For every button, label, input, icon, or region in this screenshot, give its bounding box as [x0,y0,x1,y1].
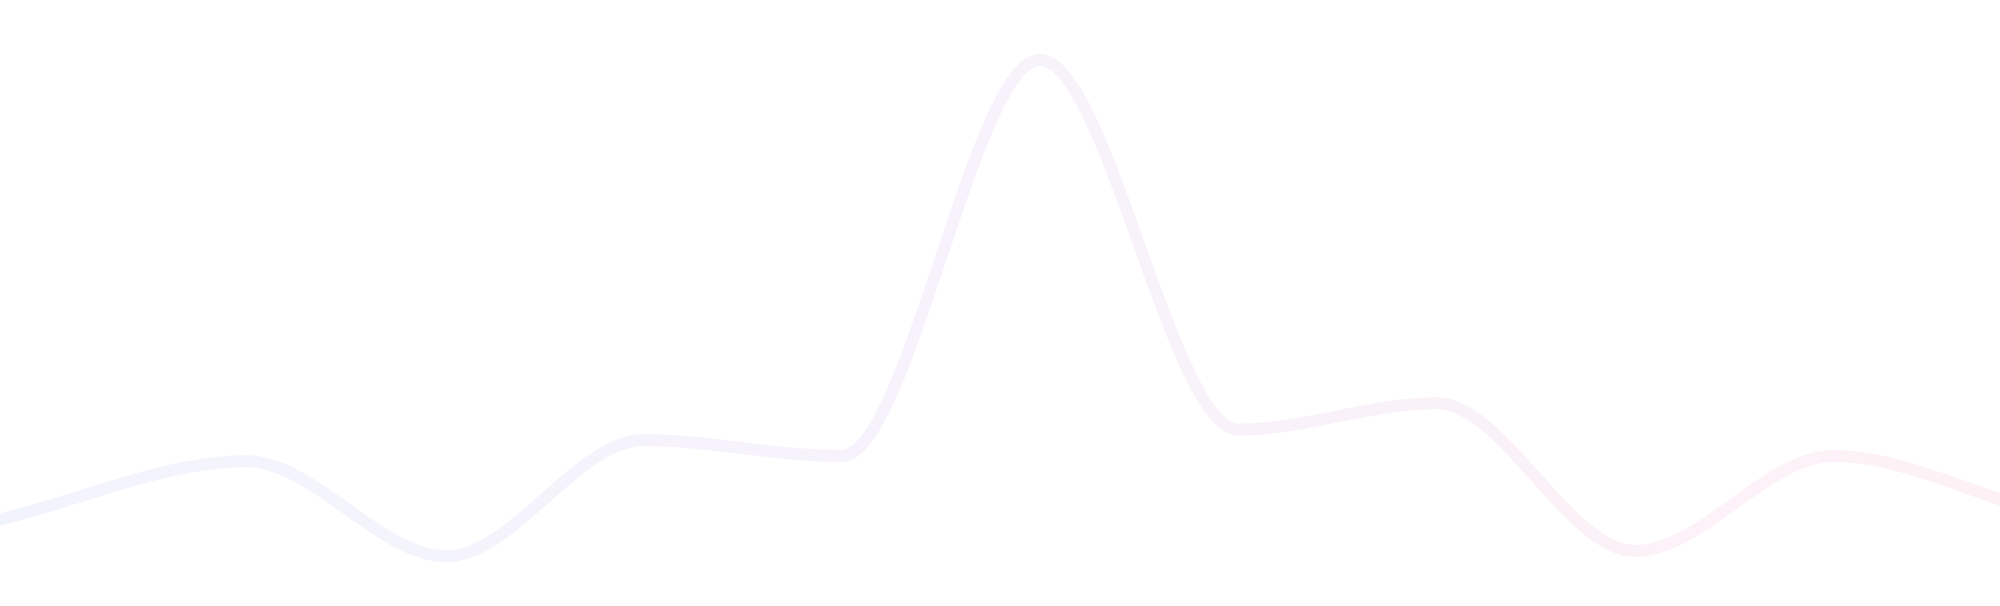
series-line [0,54,2000,563]
